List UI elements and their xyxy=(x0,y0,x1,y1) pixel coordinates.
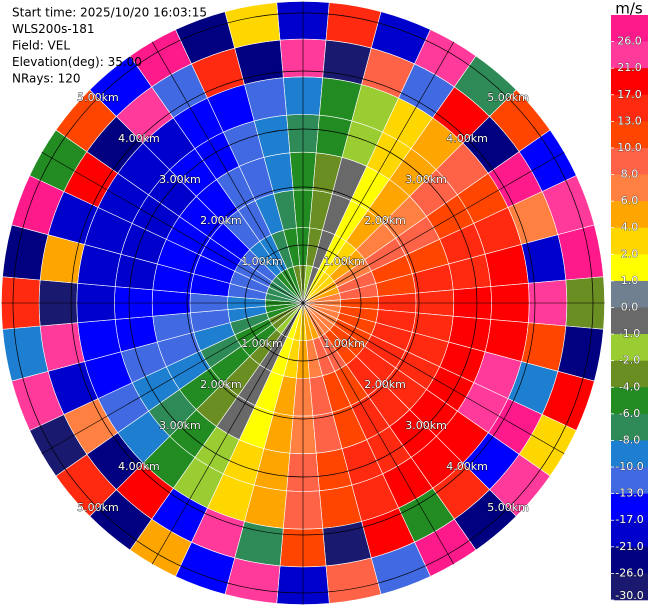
colorbar-tick-label: 8.0 xyxy=(621,168,639,181)
colorbar-segment xyxy=(611,94,648,122)
colorbar-segment xyxy=(611,360,648,388)
colorbar-tick-label: -2.0 xyxy=(619,354,640,367)
colorbar-segment xyxy=(611,307,648,335)
ppi-plot xyxy=(1,1,605,605)
info-line: Field: VEL xyxy=(12,39,70,53)
colorbar-tick-label: -1.0 xyxy=(619,327,640,340)
range-label: 1.00km xyxy=(241,255,283,268)
colorbar-segment xyxy=(611,493,648,521)
colorbar-segment xyxy=(611,440,648,468)
colorbar-segment xyxy=(611,280,648,308)
colorbar-tick-label: 21.0 xyxy=(617,61,642,74)
info-line: WLS200s-181 xyxy=(12,22,95,36)
overlay: 1.00km 1.00km 1.00km 1.00km 2.00km 2.00km 2.00… xyxy=(1,1,605,605)
range-label: 1.00km xyxy=(241,337,283,350)
colorbar-segment xyxy=(611,201,648,229)
colorbar-segment xyxy=(611,174,648,202)
range-label: 2.00km xyxy=(200,378,242,391)
range-label: 4.00km xyxy=(446,132,488,145)
colorbar-tick-label: -30.0 xyxy=(615,589,643,602)
range-label: 2.00km xyxy=(364,214,406,227)
colorbar-tick-label: -10.0 xyxy=(615,460,643,473)
info-line: Elevation(deg): 35.00 xyxy=(12,55,142,69)
colorbar-segment xyxy=(611,413,648,441)
colorbar-tick-label: -21.0 xyxy=(615,540,643,553)
colorbar-tick-label: -13.0 xyxy=(615,487,643,500)
colorbar-segment xyxy=(611,68,648,96)
colorbar-segment xyxy=(611,387,648,415)
colorbar-tick-label: 10.0 xyxy=(617,141,642,154)
range-label: 3.00km xyxy=(405,419,447,432)
spoke xyxy=(41,151,304,304)
range-label: 5.00km xyxy=(487,91,529,104)
range-label: 1.00km xyxy=(323,255,365,268)
colorbar-segment xyxy=(611,227,648,255)
colorbar-tick-label: -26.0 xyxy=(615,566,643,579)
colorbar-tick-label: 1.0 xyxy=(621,274,639,287)
colorbar-tick-label: 2.0 xyxy=(621,247,639,260)
colorbar-tick-label: -6.0 xyxy=(619,407,640,420)
colorbar-segment xyxy=(611,121,648,149)
range-label: 4.00km xyxy=(118,132,160,145)
colorbar-segment xyxy=(611,41,648,69)
velocity-cell xyxy=(224,2,281,49)
colorbar-tick-label: -17.0 xyxy=(615,513,643,526)
colorbar-segment xyxy=(611,546,648,574)
colorbar-tick-label: 13.0 xyxy=(617,114,642,127)
colorbar-segment xyxy=(611,254,648,282)
spoke xyxy=(151,41,304,304)
spoke xyxy=(41,302,304,455)
range-label: 5.00km xyxy=(77,91,119,104)
colorbar-tick-label: -4.0 xyxy=(619,380,640,393)
range-ring xyxy=(186,186,420,420)
range-ring xyxy=(244,244,362,362)
colorbar-title: m/s xyxy=(615,0,643,18)
range-label: 3.00km xyxy=(159,173,201,186)
range-label: 2.00km xyxy=(200,214,242,227)
colorbar-tick-label: 6.0 xyxy=(621,194,639,207)
range-label: 3.00km xyxy=(405,173,447,186)
colorbar-segment xyxy=(611,520,648,548)
info-line: Start time: 2025/10/20 16:03:15 xyxy=(12,6,207,20)
colorbar-tick-label: 26.0 xyxy=(617,35,642,48)
colorbar-segment xyxy=(611,573,648,601)
range-ring xyxy=(128,128,478,478)
colorbar-segment xyxy=(611,467,648,494)
range-label: 5.00km xyxy=(77,501,119,514)
range-label: 2.00km xyxy=(364,378,406,391)
colorbar-segment xyxy=(611,334,648,361)
range-ring xyxy=(12,12,594,594)
colorbar-segment xyxy=(611,147,648,175)
spoke xyxy=(302,41,455,304)
range-label: 5.00km xyxy=(487,501,529,514)
colorbar-segment xyxy=(611,15,648,42)
spoke xyxy=(151,302,304,565)
colorbar-tick-label: 4.0 xyxy=(621,221,639,234)
spoke xyxy=(302,151,565,304)
range-label: 4.00km xyxy=(118,460,160,473)
range-ring xyxy=(70,70,536,536)
colorbar-tick-label: -8.0 xyxy=(619,433,640,446)
spoke xyxy=(302,302,455,565)
range-label: 4.00km xyxy=(446,460,488,473)
range-label: 3.00km xyxy=(159,419,201,432)
info-line: NRays: 120 xyxy=(12,72,81,86)
colorbar-tick-label: 17.0 xyxy=(617,88,642,101)
spoke xyxy=(302,302,565,455)
range-label: 1.00km xyxy=(323,337,365,350)
colorbar-tick-label: 0.0 xyxy=(621,301,639,314)
